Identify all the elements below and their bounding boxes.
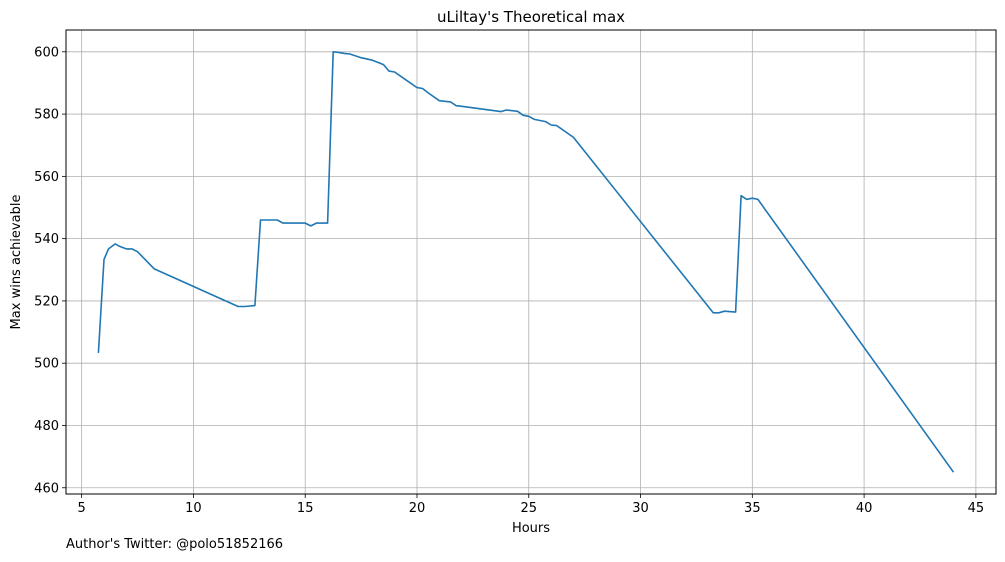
y-tick-label: 520 [34, 294, 59, 309]
x-tick-label: 20 [409, 501, 426, 516]
y-tick-label: 600 [34, 45, 59, 60]
x-tick-label: 15 [297, 501, 314, 516]
series-layer [97, 50, 955, 473]
y-tick-label: 560 [34, 170, 59, 185]
footer-credit: Author's Twitter: @polo51852166 [66, 537, 284, 552]
ticks: 5 10 15 20 25 30 35 40 45 460 480 500 520 540 560 580 60… [34, 45, 984, 516]
grid [66, 30, 996, 494]
x-tick-label: 45 [968, 501, 985, 516]
x-axis-label: Hours [512, 521, 550, 536]
y-tick-label: 540 [34, 232, 59, 247]
y-tick-label: 580 [34, 108, 59, 123]
x-tick-label: 10 [185, 501, 202, 516]
x-tick-label: 40 [856, 501, 873, 516]
x-tick-label: 35 [744, 501, 761, 516]
y-tick-label: 460 [34, 481, 59, 496]
series-line [97, 50, 955, 473]
y-axis-label: Max wins achievable [9, 195, 24, 330]
y-tick-label: 500 [34, 357, 59, 372]
x-tick-label: 5 [78, 501, 86, 516]
chart-title: uLiltay's Theoretical max [437, 8, 625, 26]
x-tick-label: 30 [632, 501, 649, 516]
x-tick-label: 25 [520, 501, 537, 516]
y-tick-label: 480 [34, 419, 59, 434]
plot-frame [65, 29, 997, 495]
